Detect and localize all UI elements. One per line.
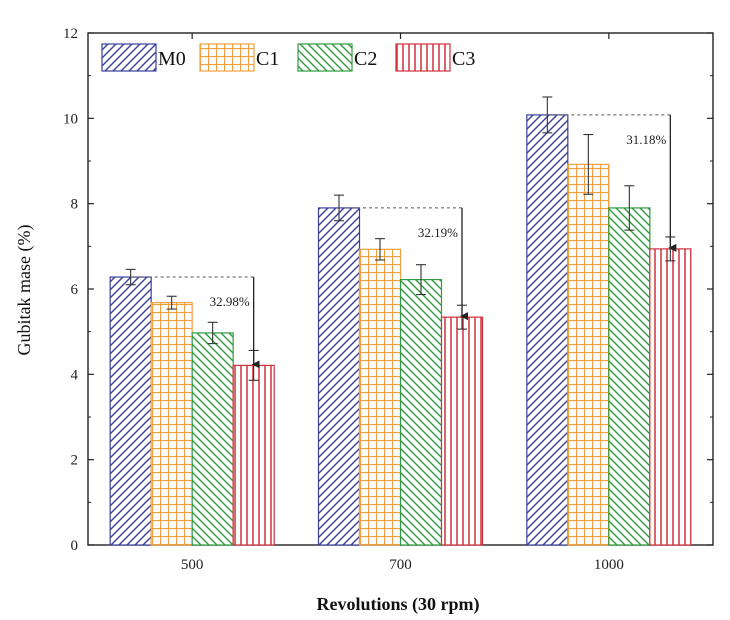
bar-c2-700: [399, 279, 443, 546]
annotation-label: 32.19%: [418, 225, 458, 240]
x-tick-label: 500: [181, 557, 204, 573]
bar-c3-500: [232, 364, 275, 546]
bar-c1-1000: [567, 163, 610, 546]
annotation-label: 32.98%: [210, 294, 250, 309]
legend-label-c2: C2: [354, 48, 377, 70]
legend-label-c1: C1: [256, 48, 279, 70]
y-tick-label: 12: [63, 26, 78, 42]
x-tick-label: 700: [389, 557, 412, 573]
bar-c1-500: [150, 302, 193, 546]
bar-m0-700: [317, 207, 361, 546]
y-tick-label: 10: [63, 111, 78, 127]
y-tick-label: 4: [71, 367, 79, 383]
bar-c2-500: [191, 332, 234, 546]
y-tick-label: 2: [71, 453, 79, 469]
bar-c3-1000: [649, 248, 692, 546]
plot-area: 0 2 4 6 8 10 12 500 700 1000 32.98% 32.19% 31.18% M0 C…: [63, 26, 714, 573]
y-tick-label: 8: [71, 197, 79, 213]
legend-swatch-c1: [199, 43, 255, 72]
bar-c3-700: [440, 316, 484, 546]
legend-label-m0: M0: [158, 48, 186, 70]
x-axis-title: Revolutions (30 rpm): [317, 594, 480, 615]
bar-m0-1000: [526, 114, 569, 546]
y-axis-title: Gubitak mase (%): [14, 225, 35, 356]
annotation-label: 31.18%: [626, 132, 666, 147]
legend-swatch-c2: [297, 43, 353, 72]
y-tick-label: 0: [71, 538, 79, 554]
bar-m0-500: [109, 276, 152, 546]
bar-c1-700: [358, 248, 402, 546]
x-tick-label: 1000: [594, 557, 624, 573]
legend-label-c3: C3: [452, 48, 475, 70]
bar-c2-1000: [608, 207, 651, 546]
legend-swatch-m0: [101, 43, 157, 72]
y-tick-label: 6: [71, 282, 79, 298]
legend-swatch-c3: [395, 43, 451, 72]
